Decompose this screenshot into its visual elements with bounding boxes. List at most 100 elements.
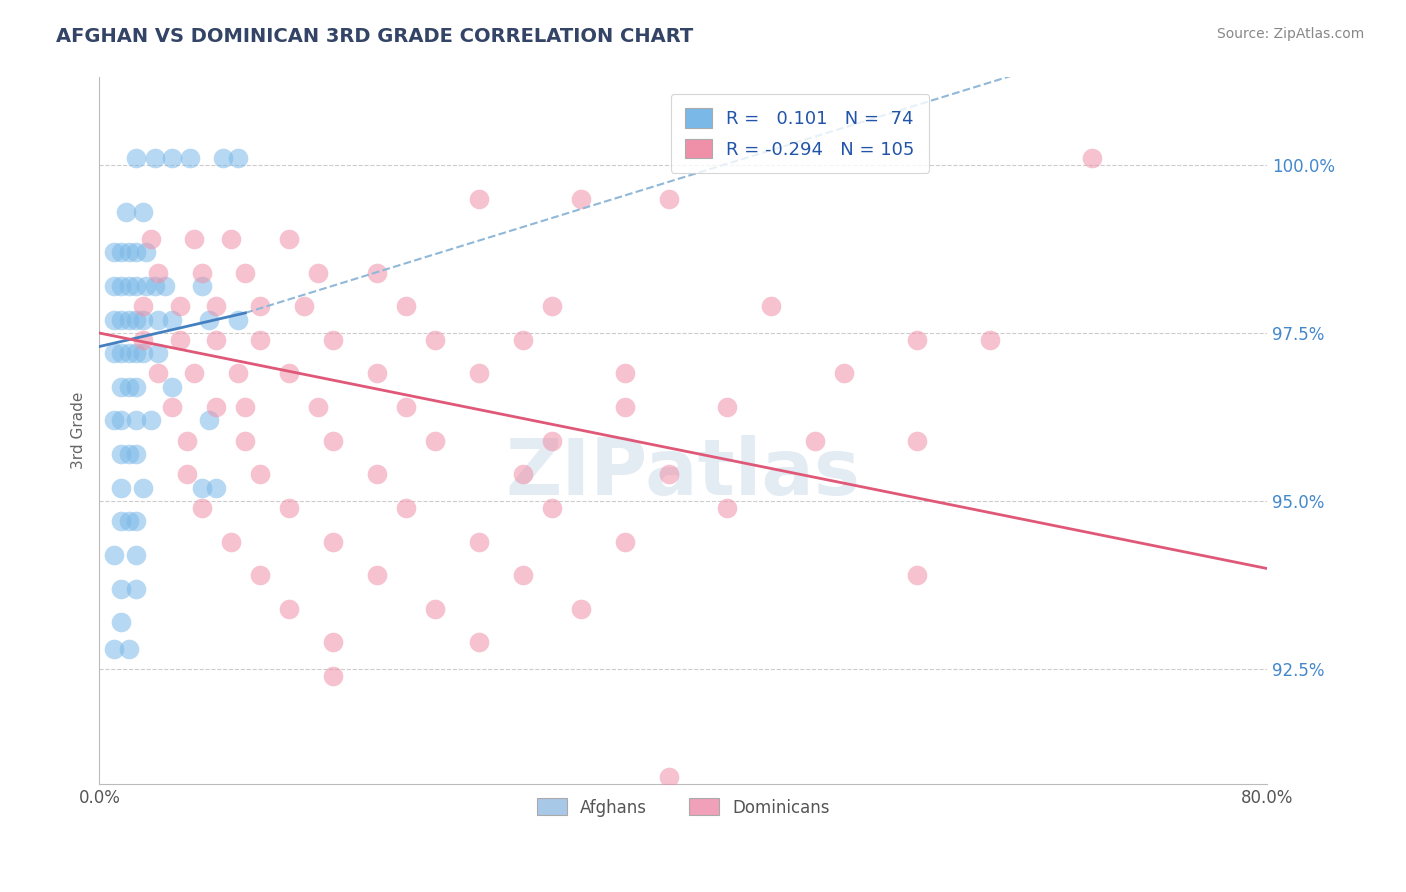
Point [176,467,198,482]
Point [135,245,157,260]
Point [125,346,148,360]
Point [110,413,132,427]
Point [169,299,191,313]
Point [117,312,139,326]
Point [205,400,228,414]
Point [117,447,139,461]
Point [512,333,534,347]
Point [226,312,249,326]
Point [905,434,928,448]
Point [117,245,139,260]
Point [759,299,782,313]
Point [366,568,388,582]
Point [322,669,344,683]
Point [125,279,148,293]
Point [905,568,928,582]
Point [366,266,388,280]
Point [110,279,132,293]
Point [125,380,148,394]
Point [468,192,491,206]
Point [125,151,148,165]
Point [322,333,344,347]
Point [205,299,228,313]
Point [153,279,176,293]
Point [278,500,301,515]
Point [117,279,139,293]
Point [114,205,136,219]
Point [249,568,271,582]
Point [146,266,169,280]
Point [162,400,184,414]
Point [132,205,155,219]
Point [110,515,132,529]
Point [235,400,257,414]
Point [183,232,205,246]
Point [307,400,329,414]
Point [110,447,132,461]
Point [132,312,155,326]
Point [322,635,344,649]
Point [132,299,155,313]
Point [716,500,738,515]
Y-axis label: 3rd Grade: 3rd Grade [72,392,86,469]
Point [183,367,205,381]
Point [278,602,301,616]
Point [117,380,139,394]
Text: Source: ZipAtlas.com: Source: ZipAtlas.com [1216,27,1364,41]
Point [658,467,681,482]
Point [278,232,301,246]
Point [110,481,132,495]
Point [613,534,636,549]
Point [117,642,139,657]
Point [125,245,148,260]
Point [423,333,446,347]
Point [117,346,139,360]
Point [190,500,212,515]
Point [190,481,212,495]
Point [292,299,315,313]
Point [395,500,418,515]
Point [125,582,148,596]
Point [132,333,155,347]
Point [249,333,271,347]
Point [125,515,148,529]
Point [110,615,132,630]
Point [235,434,257,448]
Point [423,434,446,448]
Text: AFGHAN VS DOMINICAN 3RD GRADE CORRELATION CHART: AFGHAN VS DOMINICAN 3RD GRADE CORRELATIO… [56,27,693,45]
Point [103,548,125,562]
Point [135,279,157,293]
Point [540,434,562,448]
Point [540,500,562,515]
Point [110,380,132,394]
Point [366,367,388,381]
Point [103,642,125,657]
Point [226,367,249,381]
Point [190,279,212,293]
Point [103,346,125,360]
Text: ZIPatlas: ZIPatlas [506,435,860,511]
Point [249,467,271,482]
Point [146,312,169,326]
Point [613,400,636,414]
Point [125,447,148,461]
Point [198,312,221,326]
Point [569,192,592,206]
Point [169,333,191,347]
Point [1081,151,1104,165]
Point [658,192,681,206]
Point [110,346,132,360]
Point [395,299,418,313]
Point [110,245,132,260]
Point [979,333,1001,347]
Point [117,515,139,529]
Point [569,602,592,616]
Point [219,232,242,246]
Legend: Afghans, Dominicans: Afghans, Dominicans [529,790,838,825]
Point [322,434,344,448]
Point [132,346,155,360]
Point [278,367,301,381]
Point [512,568,534,582]
Point [103,413,125,427]
Point [162,151,184,165]
